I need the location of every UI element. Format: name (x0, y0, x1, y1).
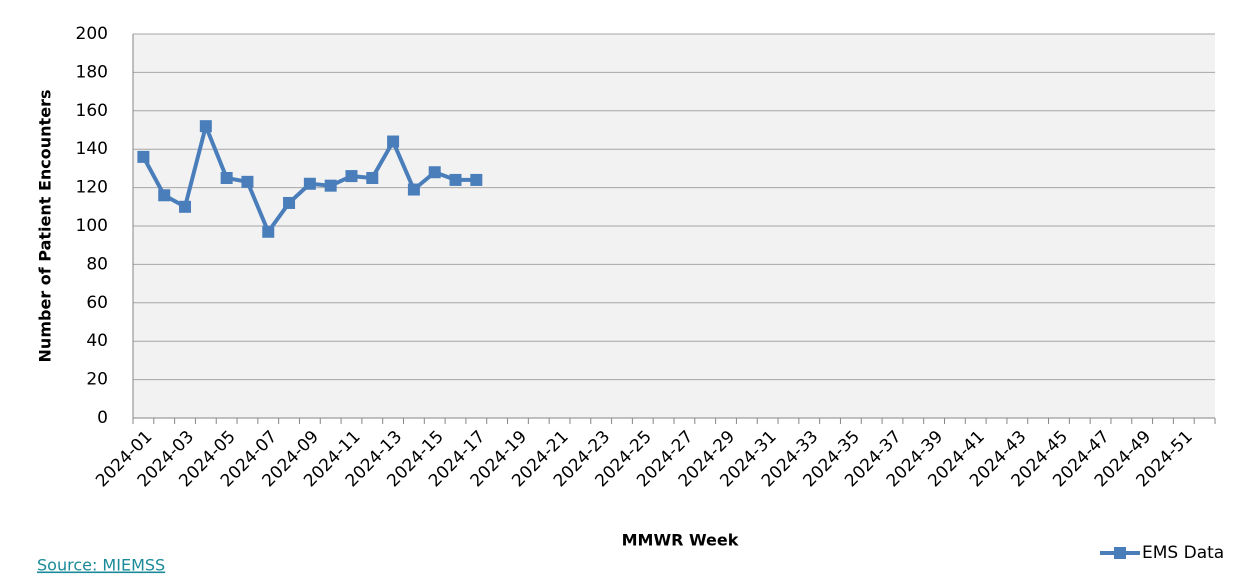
y-tick-label: 60 (86, 293, 108, 313)
legend-marker (1114, 547, 1126, 559)
y-tick-label: 40 (86, 331, 108, 351)
y-tick-label: 100 (76, 216, 108, 236)
legend-label: EMS Data (1142, 543, 1224, 563)
marker (179, 200, 192, 213)
y-tick-label: 160 (76, 101, 108, 121)
marker (262, 225, 275, 238)
y-axis-title: Number of Patient Encounters (36, 90, 55, 363)
marker (449, 173, 462, 186)
marker (283, 196, 296, 209)
marker (324, 179, 337, 192)
x-axis-title: MMWR Week (622, 531, 739, 550)
marker (220, 172, 233, 184)
marker (241, 175, 254, 188)
y-tick-label: 120 (76, 178, 108, 198)
marker (407, 183, 420, 196)
y-tick-label: 80 (86, 254, 108, 274)
marker (137, 150, 150, 163)
marker (428, 166, 441, 179)
marker (199, 120, 212, 133)
y-tick-label: 0 (97, 408, 108, 428)
marker (303, 177, 316, 190)
y-tick-label: 180 (76, 62, 108, 82)
marker (387, 135, 400, 148)
source-link[interactable]: Source: MIEMSS (37, 556, 165, 575)
marker (366, 172, 379, 184)
y-tick-label: 200 (76, 24, 108, 44)
y-tick-label: 140 (76, 139, 108, 159)
marker (158, 189, 171, 202)
marker (345, 170, 358, 183)
marker (470, 173, 483, 186)
y-tick-label: 20 (86, 370, 108, 390)
